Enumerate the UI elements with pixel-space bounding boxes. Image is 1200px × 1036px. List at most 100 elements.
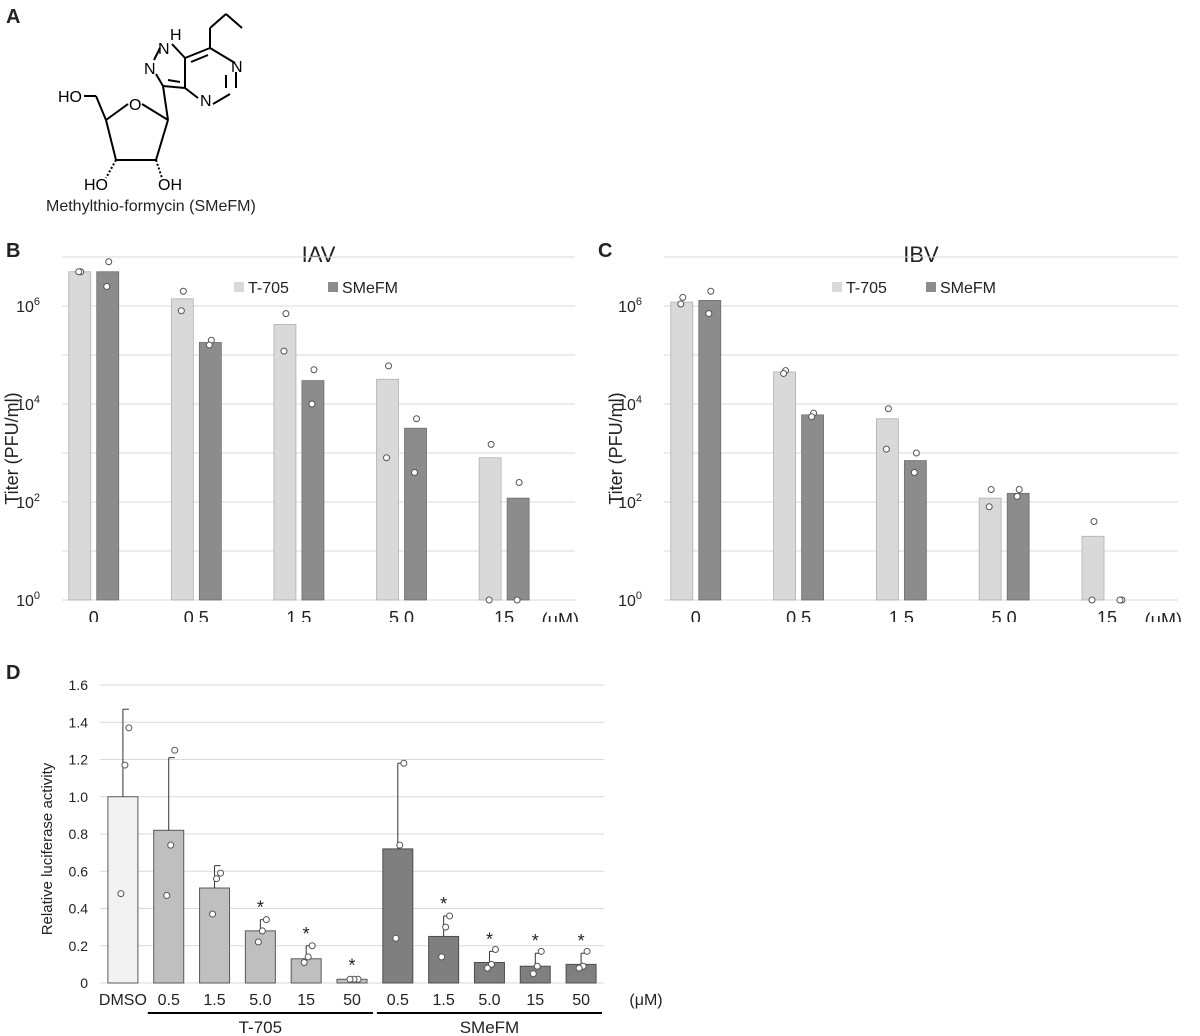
chart-title: IBV [903,242,939,267]
x-unit-label: (μM) [1145,610,1182,622]
chart-luciferase: 0 0.2 0.4 0.6 0.8 1.0 1.2 1.4 1.6 Relative lucife… [39,677,663,1036]
bar [773,371,796,601]
data-point [679,293,687,301]
data-point [529,970,537,978]
atom-o-ring: O [129,97,141,114]
x-tick-label: 5.0 [992,608,1017,622]
chart-ibv: IBV T-705 SMeFM 100 102 104 106 Titer (PFU/ml) 0… [606,242,1182,622]
data-point [167,841,175,849]
data-point [117,890,125,898]
bar [244,930,276,984]
data-point [575,964,583,972]
x-tick-label: 5.0 [478,992,500,1009]
data-point [808,413,816,421]
data-point [677,300,685,308]
y-tick-label: 1.0 [69,789,89,805]
y-tick-label: 104 [16,394,40,414]
data-point [446,912,454,920]
data-point [884,405,892,413]
x-tick-label: 1.5 [203,992,225,1009]
y-tick-label: 104 [618,394,642,414]
panel-letter-a: A [6,6,21,28]
x-tick-label: 15 [297,992,315,1009]
x-tick-label: 0.5 [786,608,811,622]
data-point [707,287,715,295]
y-tick-label: 0.2 [69,938,89,954]
data-point [258,927,266,935]
bar [1006,492,1030,601]
atom-oh-bottom: OH [158,177,182,194]
data-point [75,268,83,276]
data-point [310,366,318,374]
y-axis-label: Titer (PFU/ml) [2,392,22,504]
data-point [513,596,521,604]
molecule-caption: Methylthio-formycin (SMeFM) [46,198,256,215]
data-point [300,959,308,967]
x-tick-label: 0.5 [158,992,180,1009]
atom-ho-bottom: HO [84,177,108,194]
bar [478,457,502,601]
x-tick-label: 0.5 [184,608,209,622]
bar [698,300,722,601]
legend-label: T-705 [248,280,289,297]
bar [801,414,824,601]
data-point [985,503,993,511]
significance-marker: * [578,931,585,951]
data-point [882,445,890,453]
bar [903,460,927,601]
data-point [411,468,419,476]
data-point [438,953,446,961]
data-point [583,947,591,955]
atom-ho-top: HO [58,89,82,106]
legend-label: T-705 [846,280,887,297]
data-point [1088,596,1096,604]
bar [506,497,530,601]
legend-swatch [832,282,842,292]
legend-swatch [234,282,244,292]
data-point [483,964,491,972]
y-tick-label: 106 [16,296,40,316]
panel-letter-c: C [598,240,613,262]
y-tick-label: 0.4 [69,901,89,917]
y-tick-label: 1.2 [69,752,89,768]
bar [404,427,427,601]
atom-n1: N [158,41,170,58]
group-label: T-705 [239,1018,282,1036]
chart-title: IAV [302,242,336,267]
x-tick-label: 1.5 [433,992,455,1009]
atom-n3: N [231,59,243,76]
bar [273,324,297,601]
y-tick-label: 0 [80,975,88,991]
atom-n2: N [144,61,156,78]
significance-marker: * [532,931,539,951]
data-point [780,369,788,377]
bar [107,796,139,984]
bar [153,829,185,984]
chart-iav: IAV T-705 SMeFM 100 102 104 106 Titer (PFU/ml) 0… [2,242,579,622]
data-point [1090,517,1098,525]
legend-swatch [328,282,338,292]
x-tick-label: 1.5 [889,608,914,622]
bar [68,271,92,601]
significance-marker: * [348,955,355,975]
data-point [105,258,113,266]
y-tick-label: 100 [16,590,40,610]
x-tick-label: 15 [526,992,544,1009]
data-point [705,310,713,318]
bar [198,342,222,601]
data-point [179,287,187,295]
x-tick-label: 15 [1097,608,1117,622]
significance-marker: * [257,898,264,918]
data-point [1116,596,1124,604]
x-tick-label: 15 [494,608,514,622]
data-point [912,449,920,457]
data-point [346,975,354,983]
bar [382,848,414,984]
data-point [533,962,541,970]
data-point [209,910,217,918]
bar [978,497,1002,601]
data-point [385,362,393,370]
x-tick-label: 0 [691,608,701,622]
data-point [163,891,171,899]
data-point [1013,492,1021,500]
